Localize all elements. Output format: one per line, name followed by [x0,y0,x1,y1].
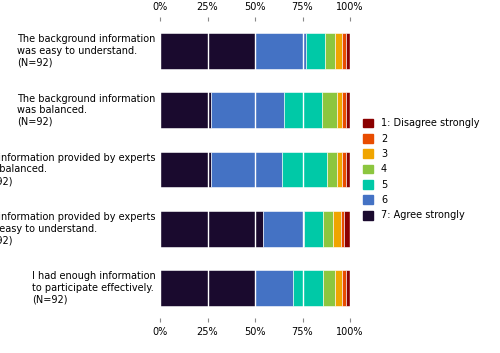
Bar [324,270,335,306]
Bar [160,152,212,187]
Bar [160,92,212,128]
Bar [212,92,284,128]
Bar [293,270,324,306]
Bar [284,92,322,128]
Bar [336,152,342,187]
Bar [160,270,255,306]
Bar [335,270,342,306]
Bar [340,211,344,246]
Bar [324,211,333,246]
Bar [255,33,306,68]
Bar [342,270,346,306]
Bar [160,33,255,68]
Bar [342,92,346,128]
Bar [344,211,350,246]
Bar [304,211,324,246]
Bar [262,211,304,246]
Bar [306,33,326,68]
Bar [335,33,342,68]
Bar [342,33,346,68]
Bar [346,270,350,306]
Bar [342,152,346,187]
Bar [336,92,342,128]
Bar [326,33,335,68]
Bar [333,211,340,246]
Bar [255,270,293,306]
Bar [346,92,350,128]
Bar [327,152,336,187]
Bar [346,33,350,68]
Bar [212,152,282,187]
Legend: 1: Disagree strongly, 2, 3, 4, 5, 6, 7: Agree strongly: 1: Disagree strongly, 2, 3, 4, 5, 6, 7: … [360,115,482,223]
Bar [160,211,262,246]
Bar [282,152,327,187]
Bar [322,92,336,128]
Bar [346,152,350,187]
